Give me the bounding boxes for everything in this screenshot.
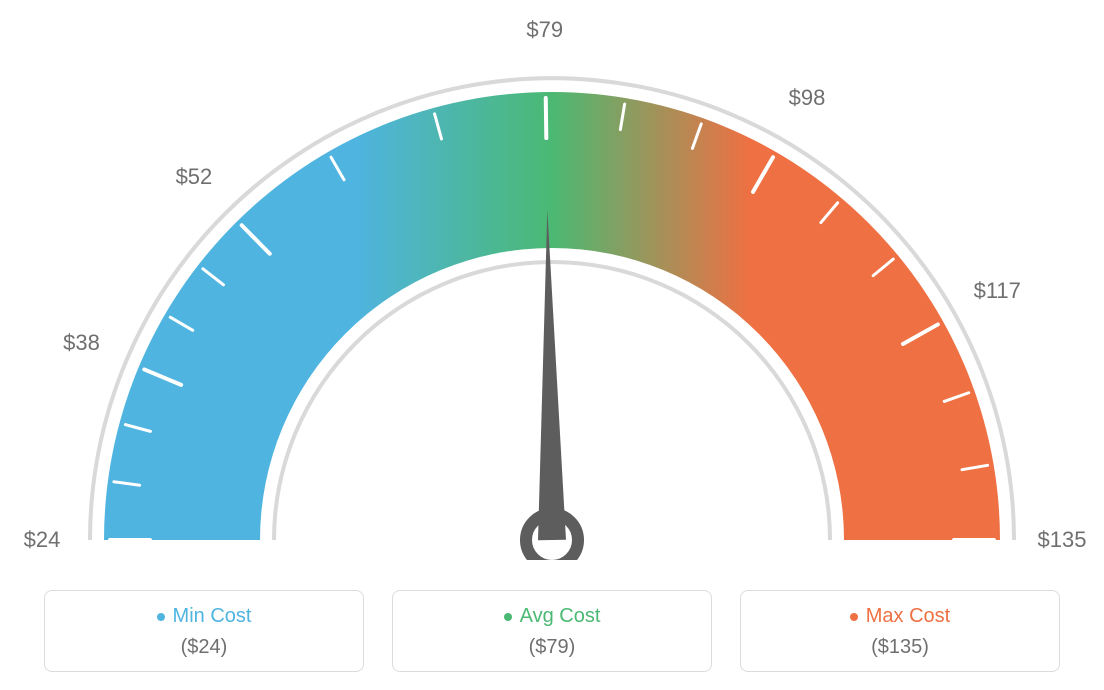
gauge-tick-label: $52 xyxy=(176,164,213,190)
gauge-tick-label: $79 xyxy=(526,17,563,43)
legend-card-avg: Avg Cost ($79) xyxy=(392,590,712,672)
legend-dot-max xyxy=(850,613,858,621)
gauge-tick-label: $98 xyxy=(789,85,826,111)
gauge-tick-label: $117 xyxy=(974,278,1021,304)
cost-gauge-chart: $24 $38 $52 $79 $98 $117 $135 Min Cost ($24) A… xyxy=(0,0,1104,690)
gauge-tick-label: $24 xyxy=(24,527,61,553)
legend-label-max: Max Cost xyxy=(866,605,950,628)
legend-label-avg: Avg Cost xyxy=(520,605,601,628)
legend-dot-avg xyxy=(504,613,512,621)
legend-card-min: Min Cost ($24) xyxy=(44,590,364,672)
gauge-tick-label: $38 xyxy=(63,330,100,356)
gauge-tick-label: $135 xyxy=(1038,527,1087,553)
legend-card-max: Max Cost ($135) xyxy=(740,590,1060,672)
legend-label-min: Min Cost xyxy=(173,605,252,628)
legend-value-min: ($24) xyxy=(45,636,363,659)
gauge-svg xyxy=(0,0,1104,560)
legend-dot-min xyxy=(157,613,165,621)
gauge-area: $24 $38 $52 $79 $98 $117 $135 xyxy=(0,0,1104,560)
legend-value-max: ($135) xyxy=(741,636,1059,659)
legend-value-avg: ($79) xyxy=(393,636,711,659)
legend-row: Min Cost ($24) Avg Cost ($79) Max Cost (… xyxy=(0,590,1104,672)
